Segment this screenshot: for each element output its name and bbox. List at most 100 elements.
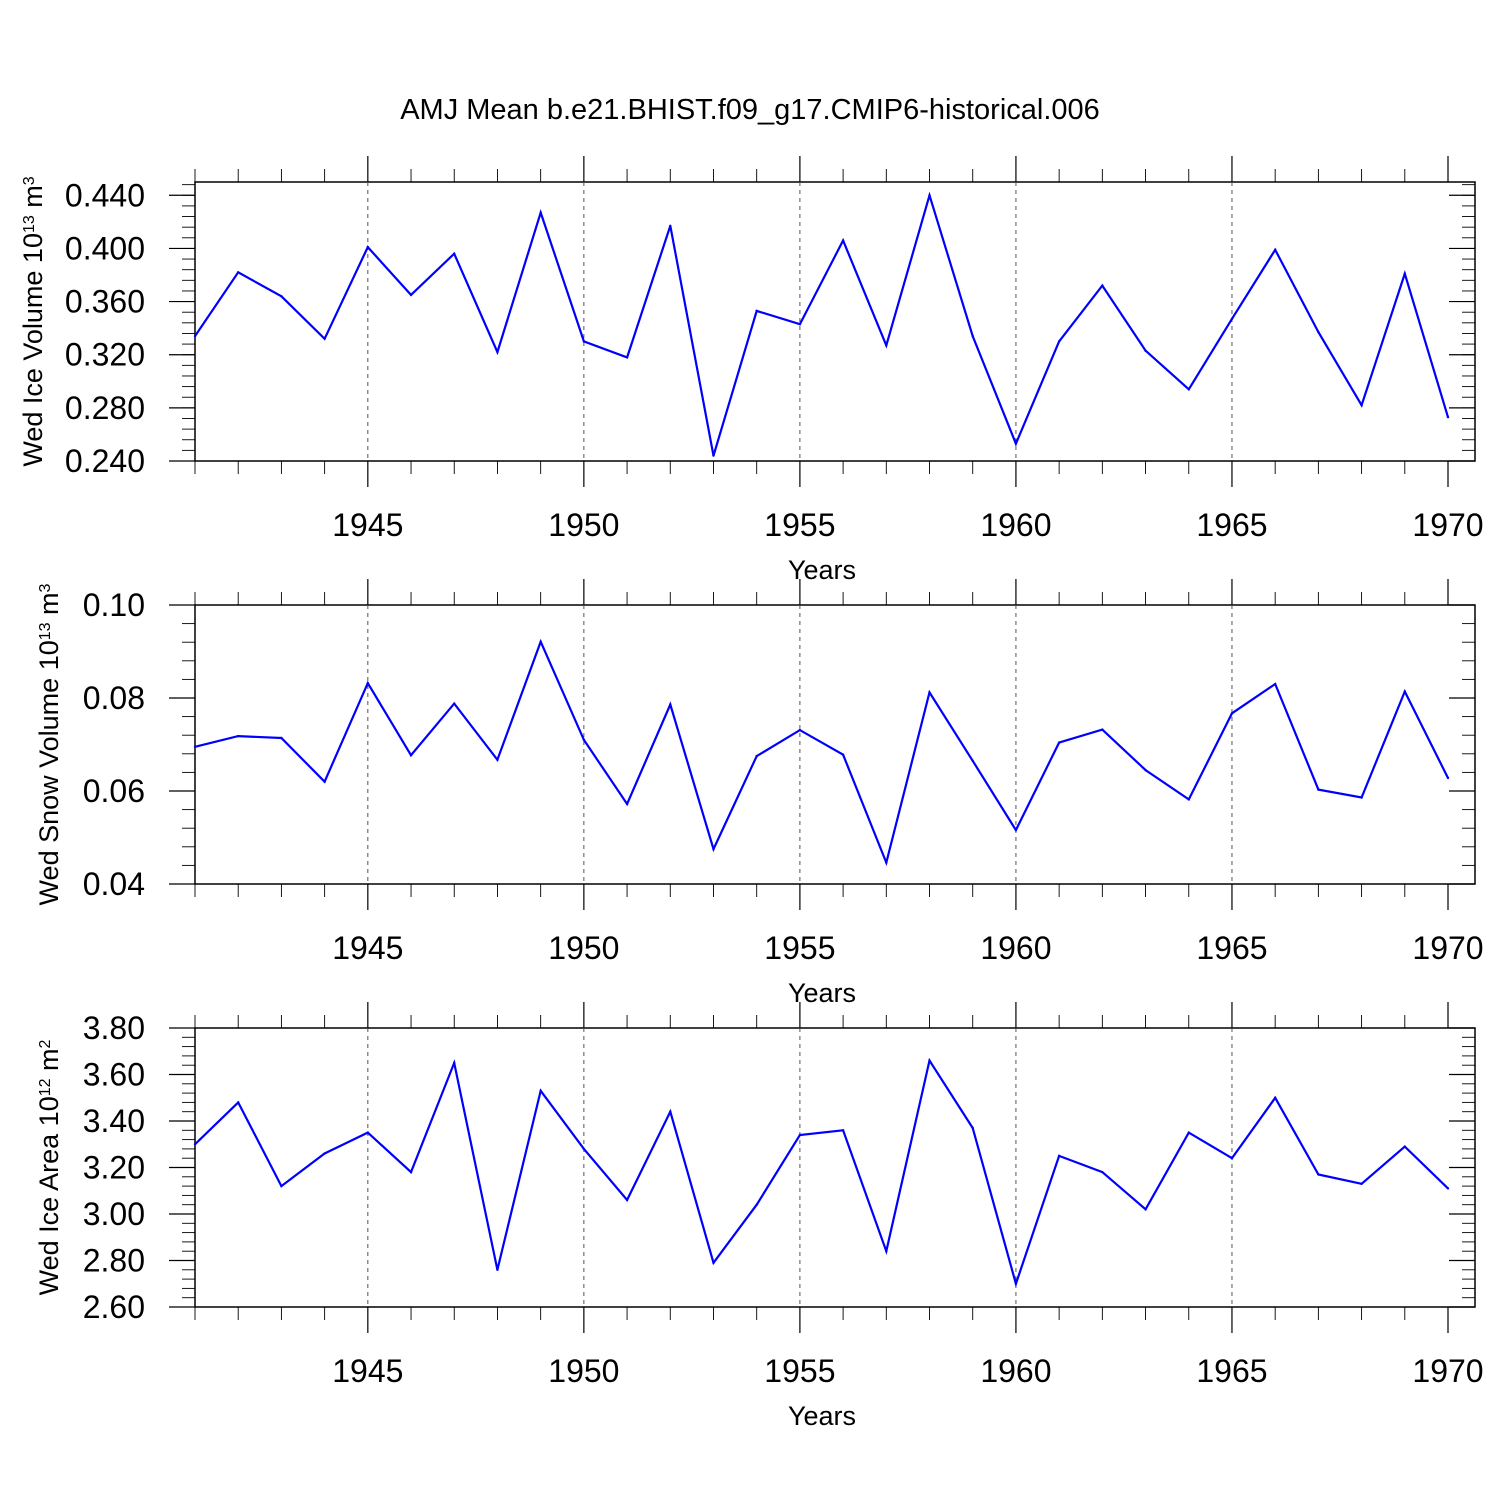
- data-point: [971, 1126, 974, 1130]
- x-axis-label: Years: [788, 555, 856, 585]
- y-tick-label: 3.00: [83, 1196, 145, 1232]
- x-tick-label: 1950: [548, 930, 619, 966]
- data-point: [755, 1203, 758, 1206]
- data-point: [885, 861, 888, 864]
- y-tick-label: 0.06: [83, 773, 145, 809]
- plot-frame: [194, 1027, 1476, 1308]
- data-point: [1057, 340, 1061, 343]
- data-point: [453, 1061, 456, 1065]
- data-point: [971, 334, 974, 338]
- data-point: [193, 1143, 197, 1146]
- data-point: [798, 322, 802, 326]
- y-tick-label: 3.20: [83, 1150, 145, 1186]
- data-point: [1446, 415, 1450, 419]
- y-tick-label: 0.04: [83, 866, 145, 902]
- y-axis-label: Wed Snow Volume 1013 m3: [34, 583, 64, 905]
- data-point: [841, 753, 845, 756]
- x-tick-label: 1945: [332, 930, 403, 966]
- data-point: [1187, 1131, 1190, 1134]
- data-point: [1317, 1173, 1320, 1176]
- data-point: [798, 728, 802, 732]
- data-point: [1403, 690, 1406, 693]
- data-point: [1273, 682, 1277, 686]
- data-point: [625, 356, 629, 359]
- data-point: [1144, 349, 1147, 352]
- data-point: [1101, 284, 1104, 287]
- y-tick-label: 0.08: [83, 680, 145, 716]
- x-tick-label: 1965: [1196, 930, 1267, 966]
- y-tick-label: 3.60: [83, 1057, 145, 1093]
- data-point: [539, 1089, 542, 1092]
- x-tick-label: 1965: [1196, 1353, 1267, 1389]
- data-point: [1014, 442, 1018, 445]
- data-point: [669, 1110, 672, 1113]
- data-point: [193, 745, 197, 749]
- x-tick-label: 1960: [980, 507, 1051, 543]
- data-point: [1014, 828, 1018, 832]
- x-tick-label: 1965: [1196, 507, 1267, 543]
- data-point: [280, 736, 283, 740]
- data-point: [625, 1198, 629, 1202]
- data-point: [1230, 1157, 1234, 1160]
- data-point: [1057, 741, 1061, 744]
- data-point: [1230, 712, 1234, 715]
- y-tick-label: 2.60: [83, 1289, 145, 1325]
- data-point: [1360, 404, 1363, 407]
- data-point: [1360, 1182, 1363, 1185]
- x-tick-label: 1960: [980, 930, 1051, 966]
- data-point: [1317, 330, 1320, 334]
- data-point: [755, 754, 758, 758]
- data-point: [1360, 796, 1363, 799]
- data-point: [885, 1250, 888, 1253]
- x-tick-label: 1960: [980, 1353, 1051, 1389]
- data-point: [582, 340, 586, 343]
- x-tick-label: 1955: [764, 507, 835, 543]
- y-tick-label: 0.240: [65, 443, 145, 479]
- data-point: [798, 1133, 802, 1137]
- data-point: [323, 337, 326, 340]
- data-point: [1230, 317, 1234, 321]
- data-point: [1273, 248, 1277, 251]
- x-tick-label: 1955: [764, 930, 835, 966]
- data-point: [669, 224, 672, 228]
- series-line: [194, 638, 1449, 867]
- x-tick-label: 1950: [548, 507, 619, 543]
- plot-frame: [194, 181, 1476, 462]
- chart-title: AMJ Mean b.e21.BHIST.f09_g17.CMIP6-histo…: [400, 94, 1100, 126]
- data-point: [928, 1059, 931, 1062]
- x-axis-label: Years: [788, 978, 856, 1008]
- data-point: [409, 293, 413, 297]
- y-tick-label: 3.40: [83, 1103, 145, 1139]
- data-point: [841, 239, 845, 242]
- data-point: [1187, 798, 1190, 801]
- x-tick-label: 1955: [764, 1353, 835, 1389]
- series-line: [194, 191, 1450, 457]
- y-axis-label: Wed Ice Area 1012 m2: [34, 1039, 64, 1295]
- plot-frame: [194, 604, 1476, 885]
- y-tick-label: 0.360: [65, 284, 145, 320]
- data-point: [1101, 1170, 1104, 1174]
- data-point: [841, 1129, 845, 1132]
- data-point: [1273, 1096, 1277, 1099]
- data-point: [971, 759, 974, 762]
- data-point: [193, 334, 197, 338]
- series-line: [194, 1057, 1449, 1288]
- data-point: [582, 738, 586, 742]
- x-axis-label: Years: [788, 1401, 856, 1431]
- data-point: [928, 194, 931, 197]
- y-tick-label: 2.80: [83, 1243, 145, 1279]
- data-point: [1317, 788, 1320, 791]
- data-point: [582, 1147, 586, 1151]
- x-tick-label: 1945: [332, 507, 403, 543]
- x-tick-label: 1950: [548, 1353, 619, 1389]
- y-tick-label: 0.280: [65, 390, 145, 426]
- x-tick-label: 1945: [332, 1353, 403, 1389]
- x-tick-label: 1970: [1412, 1353, 1483, 1389]
- panels: 1945 1950 1955 1960 1965 1970 Years 0.240 0.280 0…: [18, 156, 1484, 1431]
- data-point: [237, 734, 240, 738]
- data-point: [323, 1152, 326, 1155]
- data-point: [1403, 272, 1406, 275]
- panel-1: 1945 1950 1955 1960 1965 1970 Years 0.240 0.280 0…: [18, 156, 1484, 585]
- data-point: [366, 245, 370, 249]
- data-point: [539, 211, 542, 214]
